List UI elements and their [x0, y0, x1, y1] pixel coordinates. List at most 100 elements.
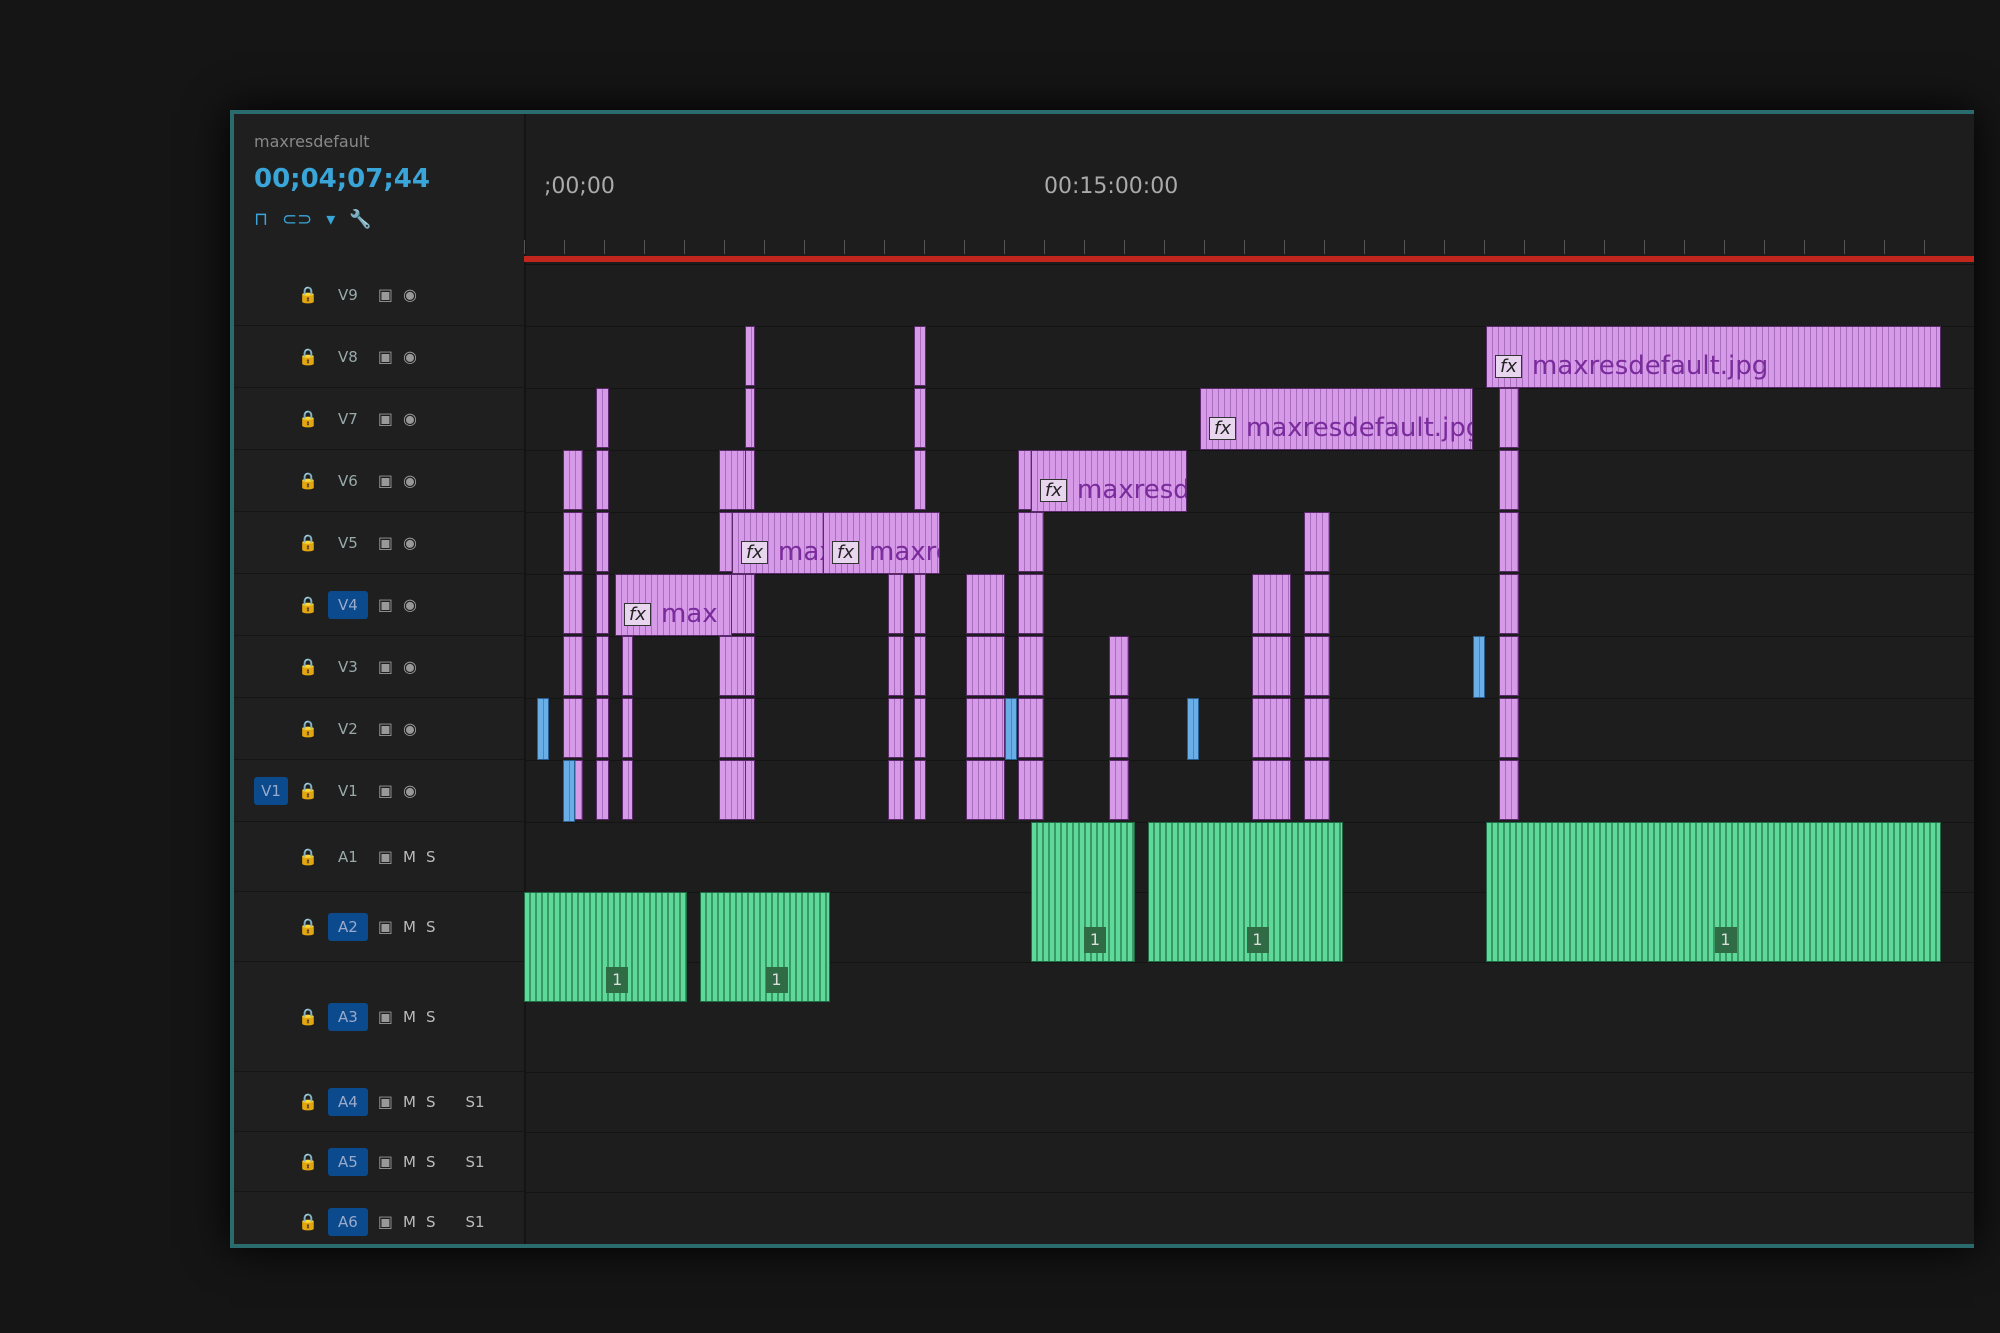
stacked-video-clip[interactable] — [888, 636, 904, 696]
voiceover-icon[interactable]: ▣ — [377, 1212, 394, 1231]
stacked-video-clip[interactable] — [1499, 388, 1519, 448]
voiceover-icon[interactable]: ▣ — [377, 1092, 394, 1111]
stacked-video-clip[interactable] — [966, 636, 1005, 696]
source-patch[interactable]: V1 — [254, 776, 288, 805]
stacked-video-clip[interactable] — [914, 388, 926, 448]
track-target[interactable]: A4 — [327, 1087, 368, 1116]
sync-lock-icon[interactable]: ▣ — [377, 347, 394, 366]
source-patch[interactable] — [254, 1003, 288, 1031]
stacked-video-clip[interactable] — [914, 450, 926, 510]
tracks-area[interactable]: fxmaxfxmaxrfxmaxrefxmaxresdefxmaxresdefa… — [524, 264, 1974, 1244]
stacked-video-clip[interactable] — [563, 450, 583, 510]
stacked-video-clip[interactable] — [563, 574, 583, 634]
mute-button[interactable]: M — [403, 1092, 416, 1111]
stacked-video-clip[interactable] — [745, 636, 756, 696]
stacked-video-clip[interactable] — [563, 636, 583, 696]
audio-track-row[interactable] — [524, 1192, 1974, 1244]
mute-button[interactable]: M — [403, 847, 416, 866]
stacked-video-clip[interactable] — [1018, 698, 1044, 758]
video-clip-thin[interactable] — [537, 698, 549, 760]
stacked-video-clip[interactable] — [1304, 636, 1330, 696]
track-target[interactable]: A2 — [327, 912, 368, 941]
audio-track-row[interactable] — [524, 892, 1974, 963]
mute-button[interactable]: M — [403, 1212, 416, 1231]
video-clip-thin[interactable] — [1005, 698, 1017, 760]
video-track-row[interactable] — [524, 512, 1974, 575]
stacked-video-clip[interactable] — [1499, 636, 1519, 696]
stacked-video-clip[interactable] — [621, 636, 634, 696]
stacked-video-clip[interactable] — [914, 326, 926, 386]
stacked-video-clip[interactable] — [595, 388, 609, 448]
stacked-video-clip[interactable] — [966, 760, 1005, 820]
stacked-video-clip[interactable] — [745, 326, 756, 386]
track-target[interactable]: V3 — [338, 657, 358, 676]
track-target[interactable]: V2 — [338, 719, 358, 738]
voiceover-icon[interactable]: ▣ — [377, 1007, 394, 1026]
stacked-video-clip[interactable] — [621, 698, 634, 758]
playhead-timecode[interactable]: 00;04;07;44 — [254, 164, 430, 194]
video-clip[interactable]: fx maxresdefault.jpg — [1486, 326, 1941, 388]
stacked-video-clip[interactable] — [1018, 636, 1044, 696]
stacked-video-clip[interactable] — [1109, 636, 1129, 696]
track-target[interactable]: A6 — [327, 1207, 368, 1236]
stacked-video-clip[interactable] — [1304, 512, 1330, 572]
audio-clip[interactable]: 1 — [699, 892, 830, 1002]
stacked-video-clip[interactable] — [745, 698, 756, 758]
stacked-video-clip[interactable] — [1018, 512, 1044, 572]
video-clip[interactable]: fx max — [615, 574, 732, 636]
stacked-video-clip[interactable] — [563, 698, 583, 758]
video-track-row[interactable] — [524, 698, 1974, 761]
wrench-icon[interactable]: 🔧 — [349, 209, 372, 230]
stacked-video-clip[interactable] — [1499, 760, 1519, 820]
source-patch[interactable] — [254, 405, 288, 433]
stacked-video-clip[interactable] — [595, 450, 609, 510]
sync-lock-icon[interactable]: ▣ — [377, 285, 394, 304]
video-clip[interactable]: fx maxresde — [1031, 450, 1187, 512]
sync-lock-icon[interactable]: ▣ — [377, 657, 394, 676]
linked-selection-icon[interactable]: ⊂⊃ — [282, 209, 313, 230]
video-track-row[interactable] — [524, 636, 1974, 699]
stacked-video-clip[interactable] — [595, 760, 609, 820]
video-track-row[interactable] — [524, 388, 1974, 451]
voiceover-icon[interactable]: ▣ — [377, 917, 394, 936]
eye-icon[interactable]: ◉ — [403, 781, 418, 800]
stacked-video-clip[interactable] — [1109, 760, 1129, 820]
audio-clip[interactable]: 1 — [1031, 822, 1135, 962]
stacked-video-clip[interactable] — [1109, 698, 1129, 758]
stacked-video-clip[interactable] — [966, 698, 1005, 758]
stacked-video-clip[interactable] — [1499, 512, 1519, 572]
source-patch[interactable] — [254, 467, 288, 495]
eye-icon[interactable]: ◉ — [403, 657, 418, 676]
lock-icon[interactable]: 🔒 — [298, 1212, 318, 1231]
stacked-video-clip[interactable] — [595, 574, 609, 634]
stacked-video-clip[interactable] — [563, 512, 583, 572]
stacked-video-clip[interactable] — [888, 760, 904, 820]
video-track-row[interactable] — [524, 574, 1974, 637]
eye-icon[interactable]: ◉ — [403, 285, 418, 304]
track-target[interactable]: V6 — [338, 471, 358, 490]
stacked-video-clip[interactable] — [1252, 698, 1291, 758]
stacked-video-clip[interactable] — [914, 636, 926, 696]
stacked-video-clip[interactable] — [1499, 450, 1519, 510]
stacked-video-clip[interactable] — [914, 574, 926, 634]
solo-button[interactable]: S — [426, 1152, 436, 1171]
sync-lock-icon[interactable]: ▣ — [377, 595, 394, 614]
track-target[interactable]: V1 — [338, 781, 358, 800]
lock-icon[interactable]: 🔒 — [298, 1007, 318, 1026]
eye-icon[interactable]: ◉ — [403, 347, 418, 366]
solo-button[interactable]: S — [426, 847, 436, 866]
stacked-video-clip[interactable] — [745, 574, 756, 634]
stacked-video-clip[interactable] — [745, 760, 756, 820]
stacked-video-clip[interactable] — [914, 760, 926, 820]
stacked-video-clip[interactable] — [595, 512, 609, 572]
sequence-tab[interactable]: maxresdefault — [254, 132, 370, 151]
track-target[interactable]: V4 — [327, 590, 368, 619]
video-clip-thin[interactable] — [1187, 698, 1199, 760]
source-patch[interactable] — [254, 591, 288, 619]
stacked-video-clip[interactable] — [745, 450, 756, 510]
work-area-bar[interactable] — [524, 256, 1974, 262]
video-track-row[interactable] — [524, 264, 1974, 327]
track-target[interactable]: A3 — [327, 1002, 368, 1031]
lock-icon[interactable]: 🔒 — [298, 347, 318, 366]
